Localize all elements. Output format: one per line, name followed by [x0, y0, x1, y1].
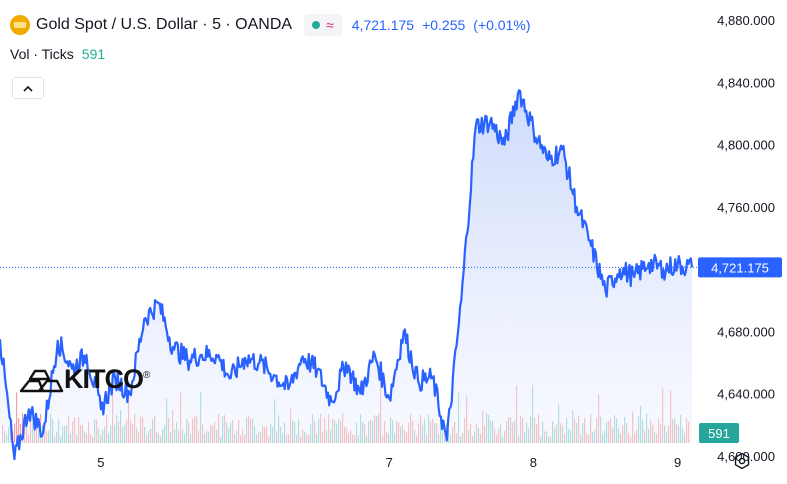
y-tick-label: 4,640.000: [717, 387, 775, 402]
volume-indicator-value: 591: [81, 46, 106, 62]
symbol-title[interactable]: Gold Spot / U.S. Dollar · 5 · OANDA: [36, 16, 293, 33]
collapse-legend-button[interactable]: [12, 77, 44, 99]
price-line: [0, 89, 694, 461]
data-delay-icon: ≈: [326, 17, 334, 33]
volume-legend: Vol · Ticks 591: [10, 46, 105, 62]
volume-bar: [16, 392, 18, 443]
x-tick-label: 7: [386, 455, 393, 470]
y-tick-label: 4,880.000: [717, 13, 775, 28]
kitco-logo: KITCO®: [18, 364, 150, 395]
svg-text:591: 591: [708, 426, 730, 441]
svg-text:4,721.175: 4,721.175: [711, 260, 769, 275]
x-tick-label: 5: [97, 455, 104, 470]
volume-bar: [18, 417, 20, 443]
chevron-up-icon: [23, 85, 33, 92]
quote-values: 4,721.175 +0.255 (+0.01%): [352, 17, 531, 33]
kitco-logo-text: KITCO®: [64, 364, 150, 394]
y-tick-label: 4,800.000: [717, 138, 775, 153]
y-tick-label: 4,840.000: [717, 75, 775, 90]
market-status-pill[interactable]: ≈: [304, 14, 342, 36]
price-axis[interactable]: 4,880.000 4,840.000 4,800.000 4,760.000 4,68…: [717, 13, 775, 464]
chart-settings-icon[interactable]: [733, 452, 751, 470]
volume-indicator-label[interactable]: Vol · Ticks: [10, 46, 74, 62]
volume-value-label: 591: [699, 423, 739, 443]
x-tick-label: 8: [530, 455, 537, 470]
y-tick-label: 4,680.000: [717, 324, 775, 339]
gold-symbol-icon: [10, 15, 30, 35]
price-area-fill: [0, 90, 692, 460]
market-open-icon: [312, 21, 321, 29]
x-tick-label: 9: [674, 455, 681, 470]
time-axis[interactable]: 5 7 8 9: [97, 455, 681, 470]
y-tick-label: 4,760.000: [717, 200, 775, 215]
last-price-label: 4,721.175: [698, 257, 782, 278]
volume-bar: [14, 423, 16, 443]
price-change: +0.255: [422, 17, 466, 33]
volume-bar: [20, 423, 22, 443]
price-change-percent: (+0.01%): [473, 17, 531, 33]
gold-bars-logo-icon: [19, 369, 64, 392]
last-price: 4,721.175: [351, 17, 415, 33]
symbol-header: Gold Spot / U.S. Dollar · 5 · OANDA ≈ 4,…: [10, 12, 530, 38]
